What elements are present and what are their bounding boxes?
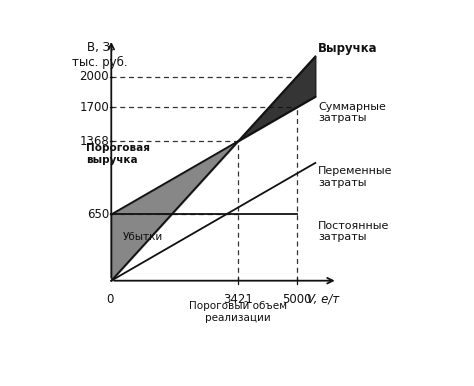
Text: Пороговый объем
реализации: Пороговый объем реализации [189, 301, 287, 323]
Text: В, З,
тыс. руб.: В, З, тыс. руб. [73, 41, 128, 69]
Text: 2000: 2000 [80, 70, 109, 83]
Text: 650: 650 [87, 208, 109, 221]
Text: Постоянные
затраты: Постоянные затраты [318, 220, 390, 242]
Text: Пороговая
выручка: Пороговая выручка [86, 143, 150, 165]
Text: Выручка: Выручка [318, 42, 378, 55]
Text: 3421: 3421 [223, 293, 253, 306]
Text: 1700: 1700 [79, 101, 109, 114]
Text: 1368: 1368 [79, 135, 109, 148]
Text: Убытки: Убытки [122, 232, 163, 242]
Text: Переменные
затраты: Переменные затраты [318, 166, 393, 188]
Text: 0: 0 [107, 293, 114, 306]
Text: Суммарные
затраты: Суммарные затраты [318, 102, 386, 124]
Text: 5000: 5000 [282, 293, 311, 306]
Text: V, е/т: V, е/т [307, 293, 339, 306]
